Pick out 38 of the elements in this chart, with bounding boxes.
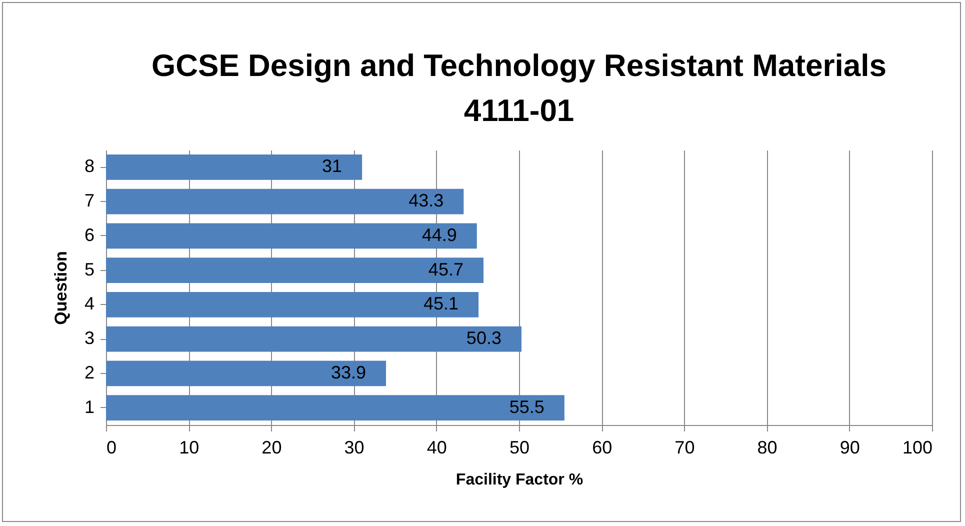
y-tick-label: 4 (84, 294, 94, 314)
bar (106, 292, 479, 318)
bar (106, 326, 522, 352)
y-tick-label: 8 (84, 156, 94, 176)
x-axis-title: Facility Factor % (456, 472, 584, 488)
x-tick-label: 90 (840, 438, 860, 458)
chart-title: GCSE Design and Technology Resistant Materials 4111-01 (152, 48, 886, 128)
bar (106, 360, 386, 386)
x-tick-label: 40 (426, 438, 447, 458)
x-tick-label: 60 (592, 438, 612, 458)
bar (106, 395, 564, 421)
y-tick-label: 5 (84, 259, 94, 280)
data-label: 45.7 (428, 259, 464, 280)
x-tick-label: 70 (674, 438, 695, 458)
y-tick-label: 2 (84, 362, 94, 382)
data-label: 31 (322, 156, 342, 176)
data-label: 44.9 (422, 224, 457, 245)
x-tick-label: 100 (902, 438, 932, 458)
data-label: 45.1 (423, 294, 459, 314)
data-label: 50.3 (466, 328, 502, 348)
x-tick-label: 20 (262, 438, 282, 458)
x-tick-label: 30 (344, 438, 364, 458)
y-tick-label: 7 (84, 190, 94, 211)
y-axis-title: Question (51, 251, 70, 325)
y-tick-label: 6 (84, 224, 94, 245)
bar (106, 154, 362, 180)
y-tick-label: 1 (84, 396, 94, 417)
x-tick-label: 50 (509, 438, 530, 458)
x-tick-label: 0 (106, 438, 117, 458)
data-label: 33.9 (330, 362, 366, 382)
bar (106, 188, 464, 214)
x-tick-label: 10 (179, 438, 200, 458)
x-tick-label: 80 (757, 438, 778, 458)
bar (106, 223, 477, 249)
bar (106, 258, 484, 284)
data-label: 43.3 (408, 190, 444, 211)
data-label: 55.5 (509, 396, 544, 417)
y-tick-label: 3 (84, 328, 94, 348)
